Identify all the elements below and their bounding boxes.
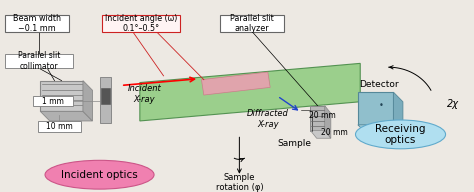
Text: 1 mm: 1 mm (42, 97, 64, 106)
Polygon shape (140, 63, 360, 121)
Polygon shape (83, 81, 92, 121)
Polygon shape (325, 106, 331, 138)
Text: Sample
rotation (φ): Sample rotation (φ) (216, 173, 263, 192)
Polygon shape (201, 72, 270, 95)
Text: Incident optics: Incident optics (61, 170, 138, 180)
Text: Receiving
optics: Receiving optics (375, 124, 426, 145)
Text: Beam width
−0.1 mm: Beam width −0.1 mm (13, 14, 61, 33)
Bar (38, 121, 81, 132)
Polygon shape (310, 131, 331, 138)
Polygon shape (310, 106, 325, 131)
Polygon shape (358, 125, 403, 134)
Bar (33, 96, 73, 106)
Text: Diffracted
X-ray: Diffracted X-ray (247, 109, 289, 129)
Polygon shape (393, 92, 403, 134)
Text: Detector: Detector (359, 80, 399, 89)
Bar (5, 54, 73, 68)
Text: 10 mm: 10 mm (46, 122, 73, 131)
Text: Incident angle (ω)
0.1°–0.5°: Incident angle (ω) 0.1°–0.5° (105, 14, 177, 33)
Bar (102, 15, 180, 32)
Polygon shape (40, 111, 92, 121)
Text: 20 mm: 20 mm (321, 128, 347, 137)
Polygon shape (101, 88, 110, 104)
Ellipse shape (356, 120, 446, 149)
Ellipse shape (45, 160, 154, 189)
Text: Parallel slit
collimator: Parallel slit collimator (18, 51, 60, 71)
Polygon shape (358, 92, 393, 125)
Bar (220, 15, 284, 32)
Polygon shape (100, 77, 111, 123)
Polygon shape (40, 81, 83, 111)
Text: Parallel slit
analyzer: Parallel slit analyzer (230, 14, 274, 33)
Bar (5, 15, 69, 32)
Text: 2χ: 2χ (447, 99, 459, 109)
Text: Sample: Sample (277, 139, 311, 147)
Text: Incident
X-ray: Incident X-ray (128, 84, 162, 104)
Text: •: • (379, 101, 384, 110)
Text: 20 mm: 20 mm (309, 111, 336, 120)
